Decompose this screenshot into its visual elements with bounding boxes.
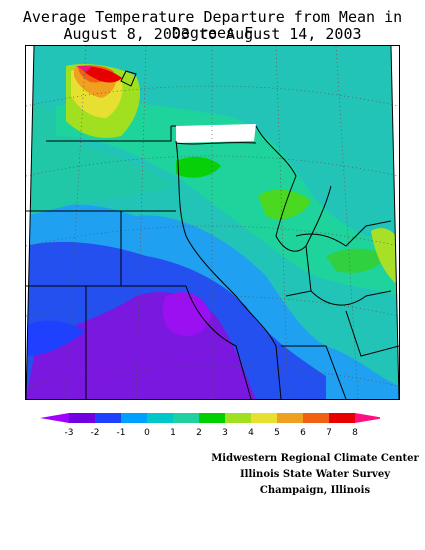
legend-tick: 5 xyxy=(274,428,280,438)
temperature-departure-map xyxy=(25,45,400,400)
credit-organization: Midwestern Regional Climate Center xyxy=(211,453,419,464)
legend-swatch xyxy=(40,413,69,423)
contour-two-to-three-east xyxy=(326,248,386,273)
contour-above-eight-nw xyxy=(76,66,92,72)
no-data-area xyxy=(176,124,256,143)
legend-tick: -3 xyxy=(64,428,74,438)
legend-swatch xyxy=(173,413,199,423)
legend-tick: 3 xyxy=(222,428,228,438)
legend-swatch xyxy=(355,413,384,423)
legend-tick: 4 xyxy=(248,428,254,438)
graticule xyxy=(26,46,399,399)
map-title-line2: August 8, 2003 to August 14, 2003 xyxy=(63,25,362,43)
contour-sw-blue xyxy=(26,320,86,356)
legend-swatch xyxy=(121,413,147,423)
credit-survey: Illinois State Water Survey xyxy=(239,469,391,480)
legend-tick: 0 xyxy=(144,428,150,438)
contour-minus-three-core xyxy=(162,292,211,336)
legend-tick: 2 xyxy=(196,428,202,438)
contour-one-to-two xyxy=(56,101,399,296)
legend-swatch xyxy=(251,413,277,423)
contour-three-to-four-east xyxy=(371,228,399,286)
color-legend: -3 -2 -1 0 1 2 3 4 5 6 7 8 xyxy=(40,410,384,440)
map-canvas xyxy=(26,46,399,399)
map-title-line1: Average Temperature Departure from Mean … xyxy=(22,8,403,42)
legend-tick: 7 xyxy=(326,428,332,438)
credit-location: Champaign, Illinois xyxy=(259,485,371,496)
legend-swatch xyxy=(225,413,251,423)
legend-tick: -1 xyxy=(116,428,126,438)
legend-bar xyxy=(40,413,384,423)
contour-two-to-three-michigan xyxy=(258,189,311,220)
boundaries xyxy=(26,46,399,399)
legend-tick: -2 xyxy=(90,428,100,438)
legend-tick: 6 xyxy=(300,428,306,438)
legend-swatch xyxy=(199,413,225,423)
legend-swatch xyxy=(277,413,303,423)
legend-swatch xyxy=(303,413,329,423)
legend-swatch xyxy=(69,413,95,423)
legend-swatch xyxy=(147,413,173,423)
contour-two-to-three-north xyxy=(176,156,221,178)
legend-tick: 8 xyxy=(352,428,358,438)
legend-swatch xyxy=(329,413,355,423)
contour-seven-to-eight-nw xyxy=(81,66,122,83)
legend-tick: 1 xyxy=(170,428,176,438)
legend-swatch xyxy=(95,413,121,423)
